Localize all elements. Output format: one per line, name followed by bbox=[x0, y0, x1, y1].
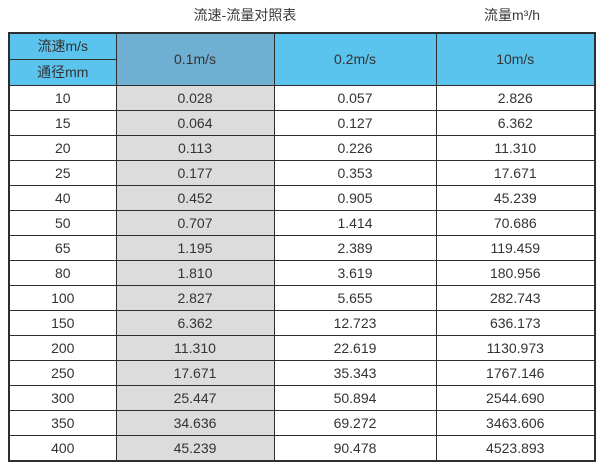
table-row: 200 11.310 22.619 1130.973 bbox=[8, 335, 596, 362]
table-row: 350 34.636 69.272 3463.606 bbox=[8, 410, 596, 437]
table-row: 50 0.707 1.414 70.686 bbox=[8, 209, 596, 236]
cell-flow-10ms: 17.671 bbox=[435, 159, 596, 186]
cell-diameter: 80 bbox=[8, 259, 117, 287]
cell-flow-0.1ms: 34.636 bbox=[115, 410, 275, 437]
cell-flow-10ms: 180.956 bbox=[435, 259, 596, 287]
cell-flow-0.2ms: 0.127 bbox=[273, 109, 437, 136]
cell-flow-0.1ms: 6.362 bbox=[115, 310, 275, 337]
cell-flow-0.2ms: 90.478 bbox=[273, 435, 437, 462]
cell-flow-10ms: 1767.146 bbox=[435, 360, 596, 387]
cell-diameter: 40 bbox=[8, 184, 117, 211]
cell-flow-0.2ms: 12.723 bbox=[273, 310, 437, 337]
title-strip: 流速-流量对照表 流量m³/h bbox=[0, 0, 600, 32]
cell-flow-10ms: 1130.973 bbox=[435, 335, 596, 362]
cell-flow-0.1ms: 0.452 bbox=[115, 184, 275, 211]
header-row-1: 流速m/s 0.1m/s 0.2m/s 10m/s bbox=[8, 32, 596, 86]
table-row: 300 25.447 50.894 2544.690 bbox=[8, 385, 596, 412]
header-col-0.2ms: 0.2m/s bbox=[273, 32, 437, 86]
flow-unit-label: 流量m³/h bbox=[484, 7, 540, 23]
cell-diameter: 20 bbox=[8, 134, 117, 161]
cell-flow-0.1ms: 2.827 bbox=[115, 284, 275, 312]
cell-flow-0.2ms: 0.905 bbox=[273, 184, 437, 211]
table-header: 流速m/s 0.1m/s 0.2m/s 10m/s 通径mm bbox=[8, 32, 596, 86]
table-row: 65 1.195 2.389 119.459 bbox=[8, 234, 596, 261]
table-row: 80 1.810 3.619 180.956 bbox=[8, 259, 596, 287]
cell-flow-10ms: 282.743 bbox=[435, 284, 596, 312]
table-row: 40 0.452 0.905 45.239 bbox=[8, 184, 596, 211]
cell-diameter: 150 bbox=[8, 310, 117, 337]
table-row: 25 0.177 0.353 17.671 bbox=[8, 159, 596, 186]
cell-flow-0.2ms: 50.894 bbox=[273, 385, 437, 412]
table-row: 400 45.239 90.478 4523.893 bbox=[8, 435, 596, 462]
cell-flow-0.2ms: 0.353 bbox=[273, 159, 437, 186]
cell-diameter: 50 bbox=[8, 209, 117, 236]
header-speed-label: 流速m/s bbox=[8, 32, 117, 60]
cell-flow-10ms: 4523.893 bbox=[435, 435, 596, 462]
cell-flow-0.1ms: 0.707 bbox=[115, 209, 275, 236]
cell-flow-0.1ms: 1.810 bbox=[115, 259, 275, 287]
header-diameter-label: 通径mm bbox=[8, 58, 117, 86]
cell-diameter: 250 bbox=[8, 360, 117, 387]
header-col-10ms: 10m/s bbox=[435, 32, 596, 86]
cell-flow-0.1ms: 0.028 bbox=[115, 84, 275, 111]
table-row: 150 6.362 12.723 636.173 bbox=[8, 310, 596, 337]
cell-flow-0.2ms: 22.619 bbox=[273, 335, 437, 362]
cell-flow-0.1ms: 0.064 bbox=[115, 109, 275, 136]
header-col-0.1ms: 0.1m/s bbox=[115, 32, 275, 86]
cell-diameter: 65 bbox=[8, 234, 117, 261]
cell-diameter: 25 bbox=[8, 159, 117, 186]
cell-flow-10ms: 11.310 bbox=[435, 134, 596, 161]
cell-flow-10ms: 6.362 bbox=[435, 109, 596, 136]
cell-flow-0.2ms: 2.389 bbox=[273, 234, 437, 261]
cell-flow-0.1ms: 17.671 bbox=[115, 360, 275, 387]
cell-flow-0.1ms: 11.310 bbox=[115, 335, 275, 362]
cell-diameter: 200 bbox=[8, 335, 117, 362]
cell-flow-10ms: 3463.606 bbox=[435, 410, 596, 437]
cell-flow-0.1ms: 0.177 bbox=[115, 159, 275, 186]
flow-rate-table: 流速m/s 0.1m/s 0.2m/s 10m/s 通径mm 10 0.028 … bbox=[8, 32, 596, 462]
cell-flow-0.2ms: 3.619 bbox=[273, 259, 437, 287]
cell-flow-0.1ms: 1.195 bbox=[115, 234, 275, 261]
cell-flow-10ms: 636.173 bbox=[435, 310, 596, 337]
cell-diameter: 10 bbox=[8, 84, 117, 111]
table-row: 10 0.028 0.057 2.826 bbox=[8, 84, 596, 111]
table-title: 流速-流量对照表 bbox=[193, 7, 297, 23]
cell-diameter: 100 bbox=[8, 284, 117, 312]
table-row: 100 2.827 5.655 282.743 bbox=[8, 284, 596, 312]
cell-flow-0.2ms: 35.343 bbox=[273, 360, 437, 387]
header-row-2: 通径mm bbox=[8, 58, 595, 86]
table-body: 10 0.028 0.057 2.826 15 0.064 0.127 6.36… bbox=[8, 84, 596, 462]
cell-flow-0.2ms: 5.655 bbox=[273, 284, 437, 312]
cell-flow-0.1ms: 25.447 bbox=[115, 385, 275, 412]
cell-flow-0.2ms: 69.272 bbox=[273, 410, 437, 437]
cell-flow-0.1ms: 0.113 bbox=[115, 134, 275, 161]
table-row: 20 0.113 0.226 11.310 bbox=[8, 134, 596, 161]
cell-flow-10ms: 2.826 bbox=[435, 84, 596, 111]
cell-flow-0.2ms: 0.226 bbox=[273, 134, 437, 161]
cell-diameter: 350 bbox=[8, 410, 117, 437]
table-row: 250 17.671 35.343 1767.146 bbox=[8, 360, 596, 387]
cell-diameter: 15 bbox=[8, 109, 117, 136]
cell-flow-10ms: 2544.690 bbox=[435, 385, 596, 412]
cell-flow-0.2ms: 0.057 bbox=[273, 84, 437, 111]
table-row: 15 0.064 0.127 6.362 bbox=[8, 109, 596, 136]
cell-flow-0.1ms: 45.239 bbox=[115, 435, 275, 462]
cell-diameter: 400 bbox=[8, 435, 117, 462]
cell-diameter: 300 bbox=[8, 385, 117, 412]
cell-flow-10ms: 45.239 bbox=[435, 184, 596, 211]
cell-flow-10ms: 119.459 bbox=[435, 234, 596, 261]
cell-flow-0.2ms: 1.414 bbox=[273, 209, 437, 236]
cell-flow-10ms: 70.686 bbox=[435, 209, 596, 236]
